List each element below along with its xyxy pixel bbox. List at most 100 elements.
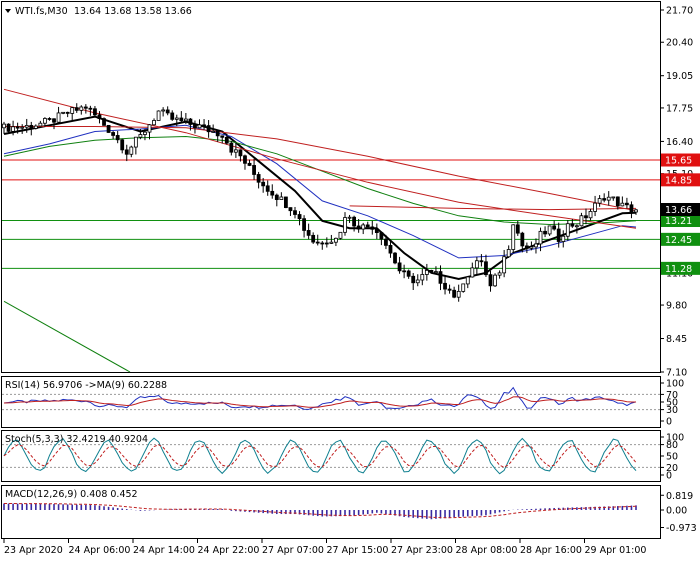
price-tick-label: 19.05 — [666, 71, 693, 82]
level-label: 13.21 — [665, 216, 692, 227]
candle-body — [384, 238, 388, 246]
candle-body — [106, 124, 111, 133]
candle-body — [38, 122, 43, 127]
series-line — [3, 88, 637, 229]
level-tag — [661, 153, 700, 167]
symbol-label: WTI.fs,M30 — [15, 6, 68, 17]
candle-body — [147, 124, 152, 133]
candle-body — [302, 218, 306, 231]
candle-body — [11, 126, 15, 132]
candle-body — [152, 120, 156, 126]
level-tag — [661, 232, 700, 246]
candle-body — [274, 194, 279, 200]
candle-body — [511, 224, 516, 250]
candle-body — [356, 225, 361, 230]
stoch-main-line — [3, 437, 637, 475]
candle-body — [538, 230, 543, 245]
candle-body — [502, 256, 507, 274]
candle-body — [474, 260, 479, 269]
candle-body — [374, 228, 379, 234]
candle-body — [288, 207, 293, 212]
candle-body — [115, 135, 120, 141]
candle-body — [211, 130, 216, 133]
candle-body — [88, 107, 93, 110]
indicator-tick-label: 50 — [666, 398, 678, 409]
candle-body — [406, 270, 411, 277]
level-labels: 15.65 14.85 13.21 12.45 11.28 — [661, 153, 700, 275]
candle-body — [397, 262, 402, 272]
candle-body — [334, 237, 338, 243]
indicator-tick-label: 0.819 — [666, 491, 693, 502]
candle-body — [570, 223, 575, 227]
candle-body — [129, 146, 134, 155]
candle-body — [506, 249, 511, 258]
candle-body — [515, 224, 520, 234]
candle-body — [370, 226, 375, 230]
candle-body — [556, 228, 561, 242]
candle-body — [229, 142, 234, 153]
candle-body — [243, 155, 247, 164]
indicator-tick-label: 80 — [666, 440, 678, 451]
candle-body — [365, 224, 370, 228]
price-candles — [2, 103, 638, 302]
series-line — [3, 124, 637, 259]
candle-body — [202, 124, 206, 127]
candle-body — [170, 112, 175, 120]
candle-body — [343, 217, 347, 233]
candle-body — [324, 242, 329, 245]
collapse-arrow-icon[interactable] — [5, 9, 11, 13]
time-axis: 23 Apr 2020 24 Apr 06:00 24 Apr 14:00 24 Ap… — [3, 539, 646, 556]
price-tick-label: 16.40 — [666, 137, 693, 148]
candle-body — [588, 211, 593, 219]
series-line — [3, 135, 637, 226]
candle-body — [352, 216, 357, 227]
candle-body — [224, 136, 229, 144]
candle-body — [220, 135, 225, 138]
candle-body — [329, 241, 334, 244]
candle-body — [520, 232, 525, 247]
price-tick-label: 21.70 — [666, 6, 693, 17]
candle-body — [15, 126, 20, 129]
candle-body — [124, 149, 129, 155]
candle-body — [306, 230, 311, 236]
rsi-line — [3, 386, 637, 410]
time-tick-label: 24 Apr 22:00 — [198, 545, 260, 556]
candle-body — [174, 117, 179, 120]
candle-body — [270, 190, 275, 196]
macd-signal-line — [4, 503, 637, 519]
indicator-tick-label: 70 — [666, 390, 678, 401]
stoch-panel-frame — [1, 430, 661, 482]
candle-body — [456, 290, 461, 298]
candle-body — [602, 198, 607, 201]
candle-body — [315, 241, 320, 244]
candle-body — [79, 106, 84, 111]
candle-body — [65, 111, 70, 114]
candle-body — [547, 225, 552, 235]
price-tick-label: 7.10 — [666, 368, 687, 379]
candle-body — [256, 174, 261, 183]
candle-body — [438, 271, 443, 284]
candle-body — [20, 126, 25, 129]
candle-body — [206, 125, 211, 133]
candle-body — [33, 125, 38, 129]
candle-body — [56, 112, 61, 123]
candle-body — [283, 196, 288, 208]
candle-body — [24, 125, 29, 128]
candle-body — [552, 225, 557, 230]
candle-body — [138, 134, 143, 138]
candle-body — [52, 118, 56, 123]
level-label: 15.65 — [665, 156, 692, 167]
trend-line[interactable] — [3, 300, 131, 373]
candle-body — [620, 202, 625, 207]
candle-body — [579, 215, 584, 227]
candle-body — [561, 235, 566, 242]
candle-body — [61, 111, 66, 114]
candle-body — [347, 216, 352, 219]
candle-body — [279, 196, 284, 200]
candle-body — [43, 118, 47, 124]
candle-body — [238, 149, 243, 157]
candle-body — [29, 125, 34, 129]
candle-body — [597, 198, 602, 204]
